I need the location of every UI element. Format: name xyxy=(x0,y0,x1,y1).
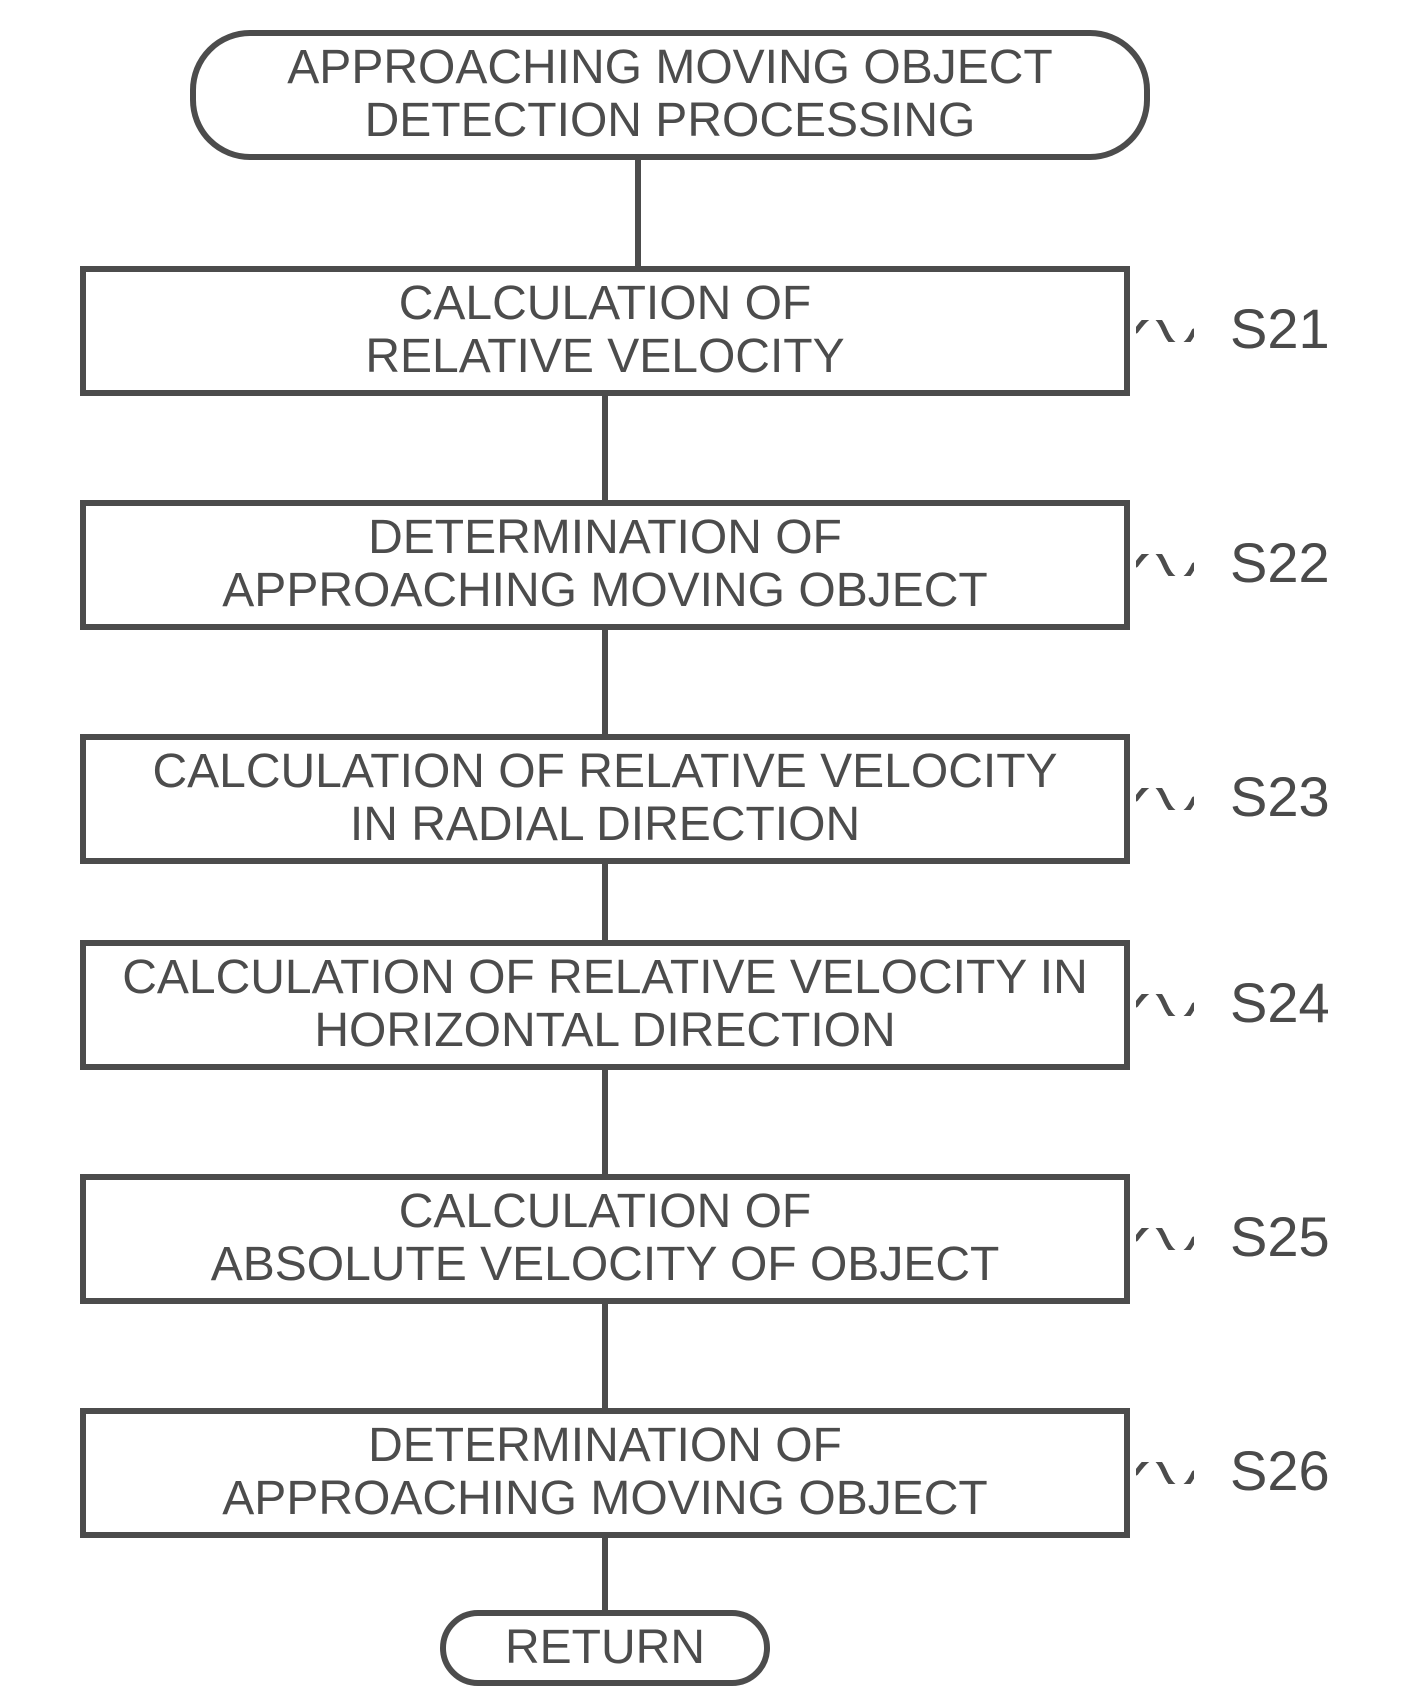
tilde-connector xyxy=(1136,1462,1194,1484)
tilde-connector xyxy=(1136,994,1194,1016)
flowchart-edge xyxy=(602,864,608,940)
flowchart-process-s23: CALCULATION OF RELATIVE VELOCITY IN RADI… xyxy=(80,734,1130,864)
tilde-connector xyxy=(1136,1228,1194,1250)
tilde-connector xyxy=(1136,320,1194,342)
flowchart-edge xyxy=(602,630,608,734)
step-label-s22: S22 xyxy=(1230,530,1330,595)
step-label-s23: S23 xyxy=(1230,764,1330,829)
flowchart-edge xyxy=(635,160,641,266)
flowchart-canvas: APPROACHING MOVING OBJECT DETECTION PROC… xyxy=(0,0,1424,1687)
flowchart-terminator-return: RETURN xyxy=(440,1610,770,1686)
flowchart-process-s24: CALCULATION OF RELATIVE VELOCITY IN HORI… xyxy=(80,940,1130,1070)
tilde-connector xyxy=(1136,554,1194,576)
flowchart-edge xyxy=(602,1070,608,1174)
step-label-s26: S26 xyxy=(1230,1438,1330,1503)
flowchart-process-s21: CALCULATION OF RELATIVE VELOCITY xyxy=(80,266,1130,396)
step-label-s25: S25 xyxy=(1230,1204,1330,1269)
flowchart-edge xyxy=(602,1538,608,1610)
step-label-s24: S24 xyxy=(1230,970,1330,1035)
step-label-s21: S21 xyxy=(1230,296,1330,361)
flowchart-terminator-start: APPROACHING MOVING OBJECT DETECTION PROC… xyxy=(190,30,1150,160)
flowchart-process-s26: DETERMINATION OF APPROACHING MOVING OBJE… xyxy=(80,1408,1130,1538)
tilde-connector xyxy=(1136,788,1194,810)
flowchart-process-s22: DETERMINATION OF APPROACHING MOVING OBJE… xyxy=(80,500,1130,630)
flowchart-edge xyxy=(602,396,608,500)
flowchart-process-s25: CALCULATION OF ABSOLUTE VELOCITY OF OBJE… xyxy=(80,1174,1130,1304)
flowchart-edge xyxy=(602,1304,608,1408)
